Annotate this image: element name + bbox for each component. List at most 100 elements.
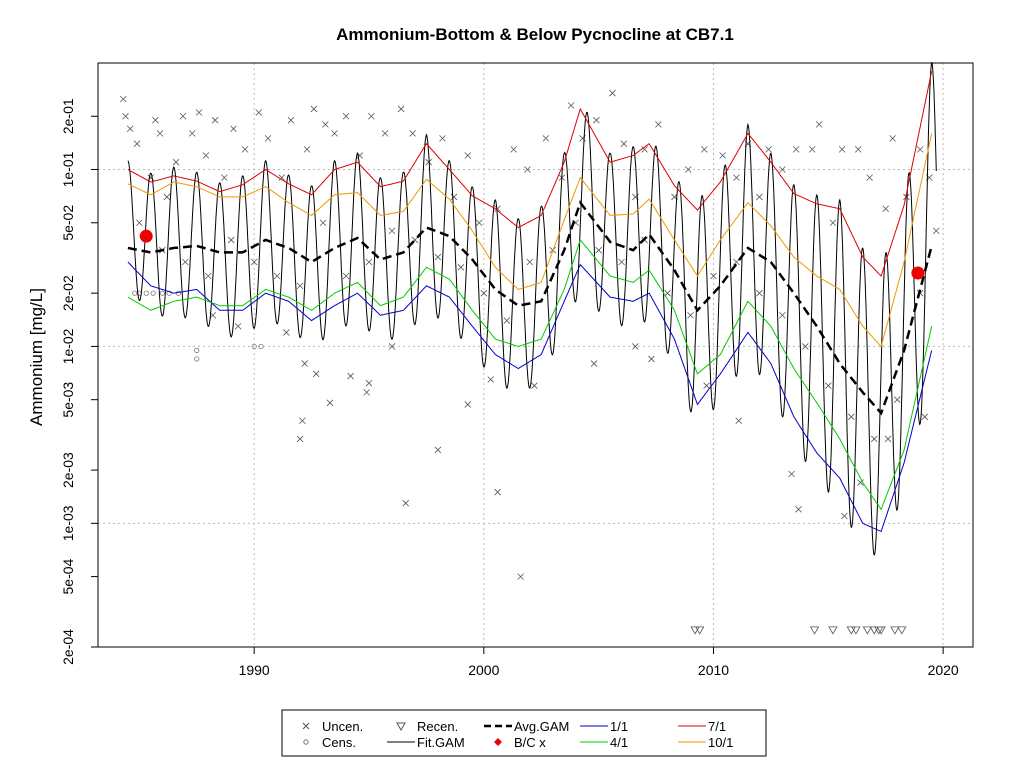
uncen-point xyxy=(397,105,405,113)
uncen-point xyxy=(475,219,483,227)
uncen-point xyxy=(510,146,517,153)
uncen-point xyxy=(932,227,940,235)
legend-label: Fit.GAM xyxy=(417,735,465,750)
uncen-point xyxy=(889,135,896,142)
chart-title: Ammonium-Bottom & Below Pycnocline at CB… xyxy=(336,25,734,44)
uncen-point xyxy=(287,116,295,124)
y-tick-label: 2e-04 xyxy=(60,629,76,665)
legend-label: 4/1 xyxy=(610,735,628,750)
legend-label: Avg.GAM xyxy=(514,719,569,734)
uncen-point xyxy=(664,289,671,297)
uncen-point xyxy=(684,166,692,173)
uncen-point xyxy=(434,446,442,454)
uncen-point xyxy=(792,146,800,153)
uncen-point xyxy=(331,130,338,137)
uncen-point xyxy=(303,146,311,153)
recen-point xyxy=(869,626,879,635)
uncen-point xyxy=(365,258,373,266)
y-axis-label: Ammonium [mg/L] xyxy=(27,288,46,426)
uncen-point xyxy=(884,435,892,443)
series-line-10-1 xyxy=(127,133,933,348)
uncen-point xyxy=(388,343,396,350)
uncen-point xyxy=(119,95,127,103)
cens-point xyxy=(150,290,156,296)
legend-symbol-recen xyxy=(396,722,406,732)
uncen-point xyxy=(632,343,639,350)
uncen-point xyxy=(921,413,929,421)
legend-box xyxy=(281,709,767,757)
uncen-point xyxy=(464,152,472,159)
legend-symbol-bc xyxy=(494,738,502,746)
uncen-point xyxy=(701,146,708,153)
legend-symbol-cens xyxy=(303,739,309,745)
cens-point xyxy=(143,290,149,296)
legend-label: 1/1 xyxy=(610,719,628,734)
uncen-point xyxy=(464,401,472,408)
uncen-point xyxy=(368,112,375,120)
grid-lines xyxy=(98,63,973,647)
uncen-point xyxy=(756,289,763,297)
uncen-point xyxy=(779,166,786,173)
recen-point xyxy=(897,626,907,635)
recen-point xyxy=(890,626,900,635)
uncen-point xyxy=(363,389,370,396)
uncen-point xyxy=(310,105,318,113)
uncen-point xyxy=(779,311,786,319)
uncen-point xyxy=(703,382,710,389)
avg-gam-line xyxy=(127,199,933,416)
cens-point xyxy=(166,290,172,296)
uncen-point xyxy=(542,135,550,142)
uncen-point xyxy=(620,140,628,147)
recen-point xyxy=(695,626,705,635)
uncen-point xyxy=(857,479,864,486)
legend-label: B/C x xyxy=(514,735,546,750)
y-tick-label: 1e-01 xyxy=(60,151,76,187)
uncen-point xyxy=(381,130,389,137)
uncen-point xyxy=(179,112,187,120)
uncen-point xyxy=(434,253,442,261)
recen-point xyxy=(851,626,861,635)
uncen-point xyxy=(163,193,171,201)
x-tick-label: 1990 xyxy=(239,662,270,678)
uncen-point xyxy=(188,130,196,137)
y-tick-label: 1e-03 xyxy=(60,505,76,541)
uncen-point xyxy=(503,317,511,324)
uncen-point xyxy=(439,135,446,142)
y-tick-label: 2e-02 xyxy=(60,275,76,311)
uncen-point xyxy=(687,311,694,319)
uncen-point xyxy=(480,289,488,297)
uncen-point xyxy=(301,360,308,367)
uncen-point xyxy=(250,258,258,266)
uncen-point xyxy=(296,435,304,443)
uncen-point xyxy=(802,343,809,350)
uncen-point xyxy=(648,355,655,363)
uncen-point xyxy=(133,140,141,147)
uncen-point xyxy=(825,382,832,389)
x-tick-label: 2000 xyxy=(468,662,499,678)
recen-point xyxy=(876,626,886,635)
legend-label: Recen. xyxy=(417,719,458,734)
plot-data xyxy=(119,62,940,635)
uncen-point xyxy=(230,125,237,133)
uncen-point xyxy=(531,382,538,389)
uncen-point xyxy=(866,174,873,181)
y-tick-label: 1e-02 xyxy=(60,328,76,364)
uncen-point xyxy=(152,116,159,124)
uncen-point xyxy=(841,512,848,520)
uncen-point xyxy=(450,193,458,201)
uncen-point xyxy=(365,379,373,387)
uncen-point xyxy=(241,146,249,153)
uncen-point xyxy=(590,360,598,367)
uncen-point xyxy=(283,329,290,336)
uncen-point xyxy=(278,174,286,181)
uncen-point xyxy=(593,116,600,124)
uncen-point xyxy=(342,112,350,120)
uncen-point xyxy=(719,152,726,159)
uncen-point xyxy=(136,219,143,227)
uncen-point xyxy=(893,396,901,403)
uncen-point xyxy=(204,272,212,280)
uncen-point xyxy=(494,488,501,496)
legend-label: Cens. xyxy=(322,735,356,750)
